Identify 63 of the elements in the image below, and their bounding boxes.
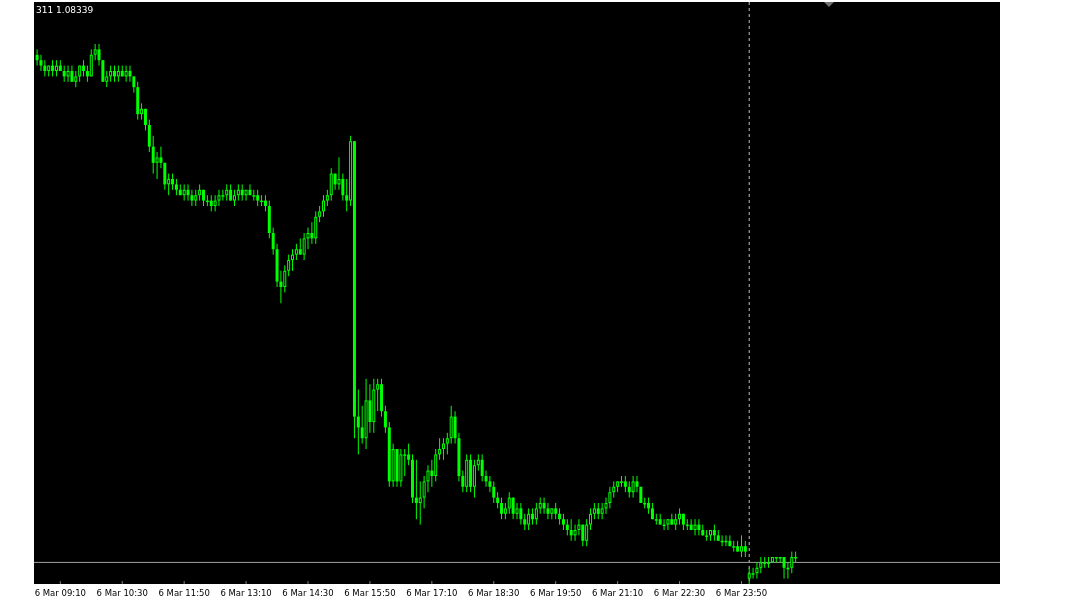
x-tick-label: 6 Mar 22:30 — [653, 588, 706, 598]
candlestick — [302, 232, 306, 261]
candlestick — [492, 480, 496, 504]
text: 311 1.08339 — [36, 5, 94, 15]
candlestick — [697, 518, 701, 536]
candlestick — [724, 534, 728, 547]
x-tick-label: 6 Mar 17:10 — [406, 588, 458, 598]
candlestick — [124, 65, 128, 83]
x-tick-label: 6 Mar 14:30 — [282, 588, 334, 598]
candlestick — [356, 389, 360, 455]
x-tick-label: 6 Mar 11:50 — [158, 588, 210, 598]
candlestick — [368, 383, 372, 434]
candlestick — [314, 210, 318, 245]
candlestick — [755, 561, 759, 580]
candlestick — [287, 254, 291, 277]
candlestick — [186, 183, 190, 202]
candlestick — [217, 189, 221, 207]
candlestick — [407, 443, 411, 466]
candlestick — [782, 556, 786, 580]
candlestick — [472, 459, 476, 499]
candlestick — [291, 248, 295, 272]
x-tick-label: 6 Mar 18:30 — [468, 588, 520, 598]
x-tick-label: 6 Mar 10:30 — [96, 588, 148, 598]
candlestick — [569, 518, 573, 542]
x-tick-label: 6 Mar 21:10 — [591, 588, 644, 598]
candlestick — [321, 194, 325, 218]
candlestick — [728, 534, 732, 547]
candlestick — [244, 189, 248, 202]
candlestick — [542, 497, 546, 515]
candlestick — [519, 502, 523, 526]
x-tick-label: 6 Mar 19:50 — [530, 588, 582, 598]
candlestick — [441, 437, 445, 461]
candlestick — [329, 167, 333, 202]
candlestick — [585, 518, 589, 547]
candlestick — [418, 480, 422, 526]
candlestick — [89, 48, 93, 77]
candlestick — [666, 518, 670, 531]
candlestick — [631, 475, 635, 499]
x-tick-label: 6 Mar 13:10 — [220, 588, 272, 598]
x-tick-label: 6 Mar 15:50 — [344, 588, 396, 598]
candlestick — [600, 502, 604, 520]
candlestick — [383, 405, 387, 434]
candlestick — [213, 194, 217, 212]
candlestick — [449, 405, 453, 445]
candlestick — [147, 119, 151, 153]
candlestick — [128, 65, 132, 83]
candlestick — [515, 502, 519, 520]
x-tick-label: 6 Mar 23:50 — [715, 588, 768, 598]
candlestick — [445, 432, 449, 455]
x-tick-label: 6 Mar 09:10 — [34, 588, 86, 598]
candlestick — [66, 65, 70, 83]
candlestick — [414, 459, 418, 520]
candlestick — [337, 156, 341, 191]
candlestick — [310, 221, 314, 245]
candlestick — [546, 502, 550, 520]
candlestick — [35, 48, 39, 67]
candlestick — [662, 518, 666, 531]
candlestick — [155, 151, 159, 180]
candlestick — [693, 518, 697, 536]
candlestick — [151, 135, 155, 175]
candlestick — [248, 183, 252, 196]
candlestick — [720, 534, 724, 547]
candlestick — [507, 491, 511, 515]
